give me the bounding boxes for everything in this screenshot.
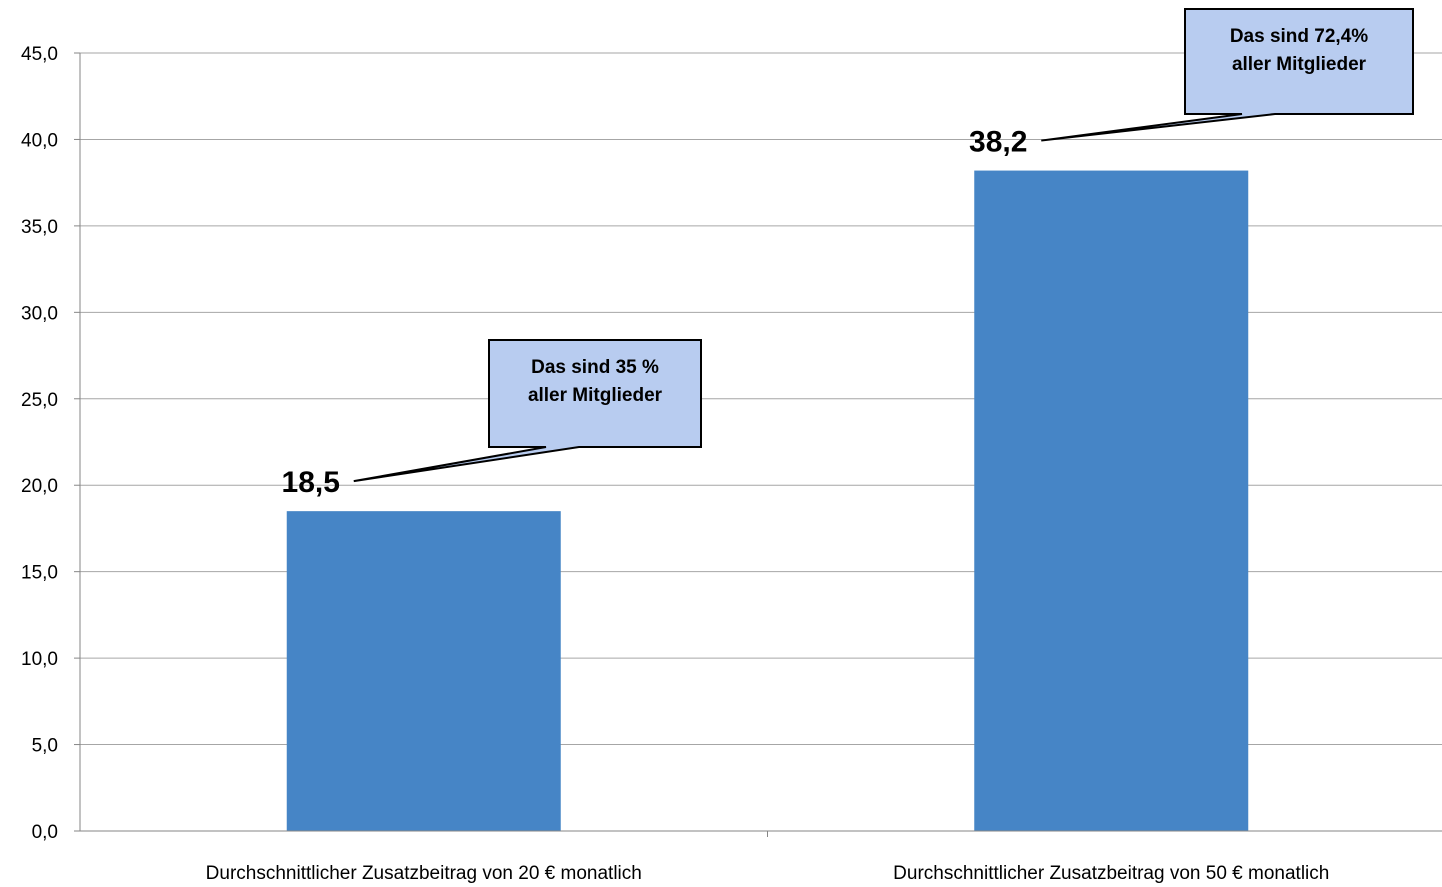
axes [79,53,1442,837]
x-axis-labels: Durchschnittlicher Zusatzbeitrag von 20 … [206,863,1330,884]
callout-text: Das sind 35 % [531,357,659,378]
y-tick-label: 5,0 [32,736,58,757]
callout-text: Das sind 72,4% [1230,26,1368,47]
callout: Das sind 72,4% aller Mitglieder [1041,8,1414,142]
y-tick-label: 20,0 [21,476,58,497]
callout-box [353,339,702,483]
bars [286,170,1249,831]
y-tick-label: 25,0 [21,390,58,411]
y-tick-label: 10,0 [21,649,58,670]
data-labels: 18,5 38,2 [282,126,1028,500]
callout-text: aller Mitglieder [528,385,663,406]
bar [974,170,1249,831]
data-label: 18,5 [282,466,340,499]
callout-box [1041,8,1414,142]
y-tick-label: 15,0 [21,563,58,584]
y-tick-label: 30,0 [21,303,58,324]
data-label: 38,2 [969,126,1027,159]
y-tick-label: 35,0 [21,217,58,238]
y-tick-label: 0,0 [32,822,58,843]
y-tick-label: 45,0 [21,44,58,65]
x-category-label: Durchschnittlicher Zusatzbeitrag von 20 … [206,863,642,884]
callout-text: aller Mitglieder [1232,54,1367,75]
y-axis-ticks: 0,0 5,0 10,0 15,0 20,0 25,0 30,0 35,0 40,0 45,0 [21,44,80,843]
x-category-label: Durchschnittlicher Zusatzbeitrag von 50 … [893,863,1329,884]
bar [286,511,561,831]
callout: Das sind 35 % aller Mitglieder [353,339,702,483]
y-tick-label: 40,0 [21,130,58,151]
